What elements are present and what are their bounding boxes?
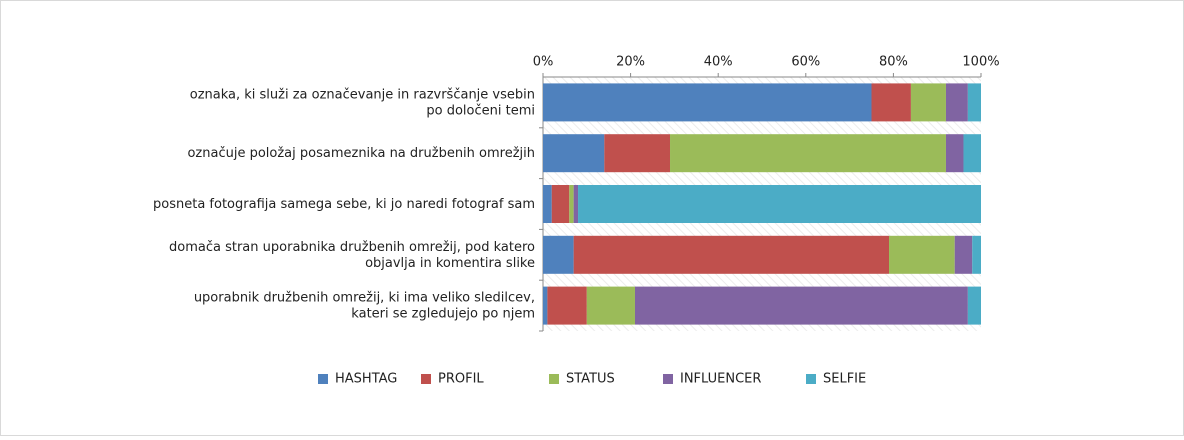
x-tick-label: 100% [962,55,999,70]
bar-segment [670,134,946,173]
y-tick-label: označuje položaj posameznika na družbeni… [187,146,535,161]
y-tick-label: domača stran uporabnika družbenih omreži… [169,239,535,270]
bar-segment [889,235,955,274]
y-tick-label: oznaka, ki služi za označevanje in razvr… [190,87,535,118]
legend-label: STATUS [566,372,615,387]
legend-swatch [663,374,673,384]
bar-segment [573,235,890,274]
bar-segment [871,83,911,122]
bar-segment [945,134,964,173]
y-tick-label: posneta fotografija samega sebe, ki jo n… [153,197,535,212]
legend-swatch [318,374,328,384]
bar-segment [910,83,946,122]
legend-swatch [549,374,559,384]
bar-segment [967,286,981,325]
bar-segment [586,286,635,325]
bar-segment [945,83,968,122]
bar-segment [573,185,579,223]
bar-segment [543,134,605,173]
x-tick-label: 20% [616,55,645,70]
y-tick-label: uporabnik družbenih omrežij, ki ima veli… [194,290,535,321]
x-tick-label: 40% [704,55,733,70]
bar-segment [578,185,981,223]
bar-segment [547,286,587,325]
legend-label: HASHTAG [335,372,397,387]
bar-segment [543,286,548,325]
x-tick-label: 80% [879,55,908,70]
bar-segment [954,235,973,274]
bar-segment [963,134,981,173]
bar-segment [967,83,981,122]
legend-label: SELFIE [823,372,866,387]
bar-segment [543,235,574,274]
bar-segment [634,286,968,325]
bar-segment [569,185,574,223]
legend-swatch [421,374,431,384]
x-tick-label: 60% [791,55,820,70]
bar-segment [543,83,872,122]
bar-segment [551,185,570,223]
legend-label: INFLUENCER [680,372,761,387]
x-tick-label: 0% [533,55,554,70]
bar-segment [543,185,552,223]
bar-segment [972,235,981,274]
bar-segment [604,134,671,173]
legend-label: PROFIL [438,372,484,387]
legend-swatch [806,374,816,384]
